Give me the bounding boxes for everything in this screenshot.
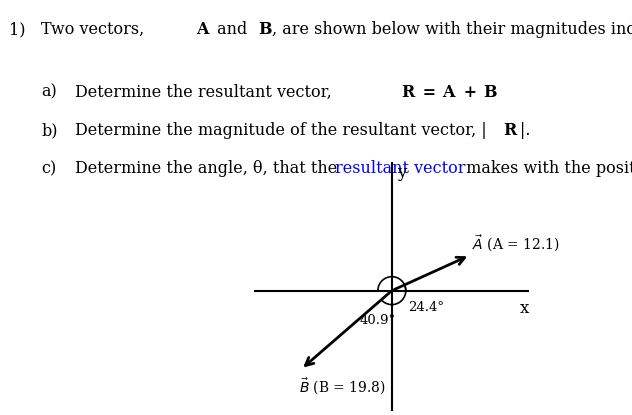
Text: R: R <box>504 122 517 139</box>
Text: A: A <box>442 84 455 101</box>
Text: c): c) <box>41 160 56 177</box>
Text: y: y <box>397 164 406 181</box>
Text: , are shown below with their magnitudes indicated.: , are shown below with their magnitudes … <box>272 21 632 38</box>
Text: x: x <box>520 300 530 317</box>
Text: Determine the resultant vector,: Determine the resultant vector, <box>75 84 336 101</box>
Text: 24.4°: 24.4° <box>408 301 444 315</box>
Text: |.: |. <box>520 122 530 139</box>
Text: 40.9°: 40.9° <box>360 314 396 327</box>
Text: b): b) <box>41 122 58 139</box>
Text: $\vec{A}$ (A = 12.1): $\vec{A}$ (A = 12.1) <box>472 234 560 254</box>
Text: Two vectors,: Two vectors, <box>41 21 149 38</box>
Text: B: B <box>483 84 497 101</box>
Text: a): a) <box>41 84 57 101</box>
Text: Determine the angle, θ, that the: Determine the angle, θ, that the <box>75 160 342 177</box>
Text: $\vec{B}$ (B = 19.8): $\vec{B}$ (B = 19.8) <box>299 377 386 397</box>
Text: resultant vector: resultant vector <box>335 160 465 177</box>
Text: 1): 1) <box>9 21 26 38</box>
Text: A: A <box>196 21 209 38</box>
Text: +: + <box>458 84 483 101</box>
Text: makes with the positive x-axis.: makes with the positive x-axis. <box>461 160 632 177</box>
Text: =: = <box>417 84 442 101</box>
Text: and: and <box>212 21 252 38</box>
Text: Determine the magnitude of the resultant vector, |: Determine the magnitude of the resultant… <box>75 122 487 139</box>
Text: R: R <box>401 84 415 101</box>
Text: B: B <box>258 21 271 38</box>
